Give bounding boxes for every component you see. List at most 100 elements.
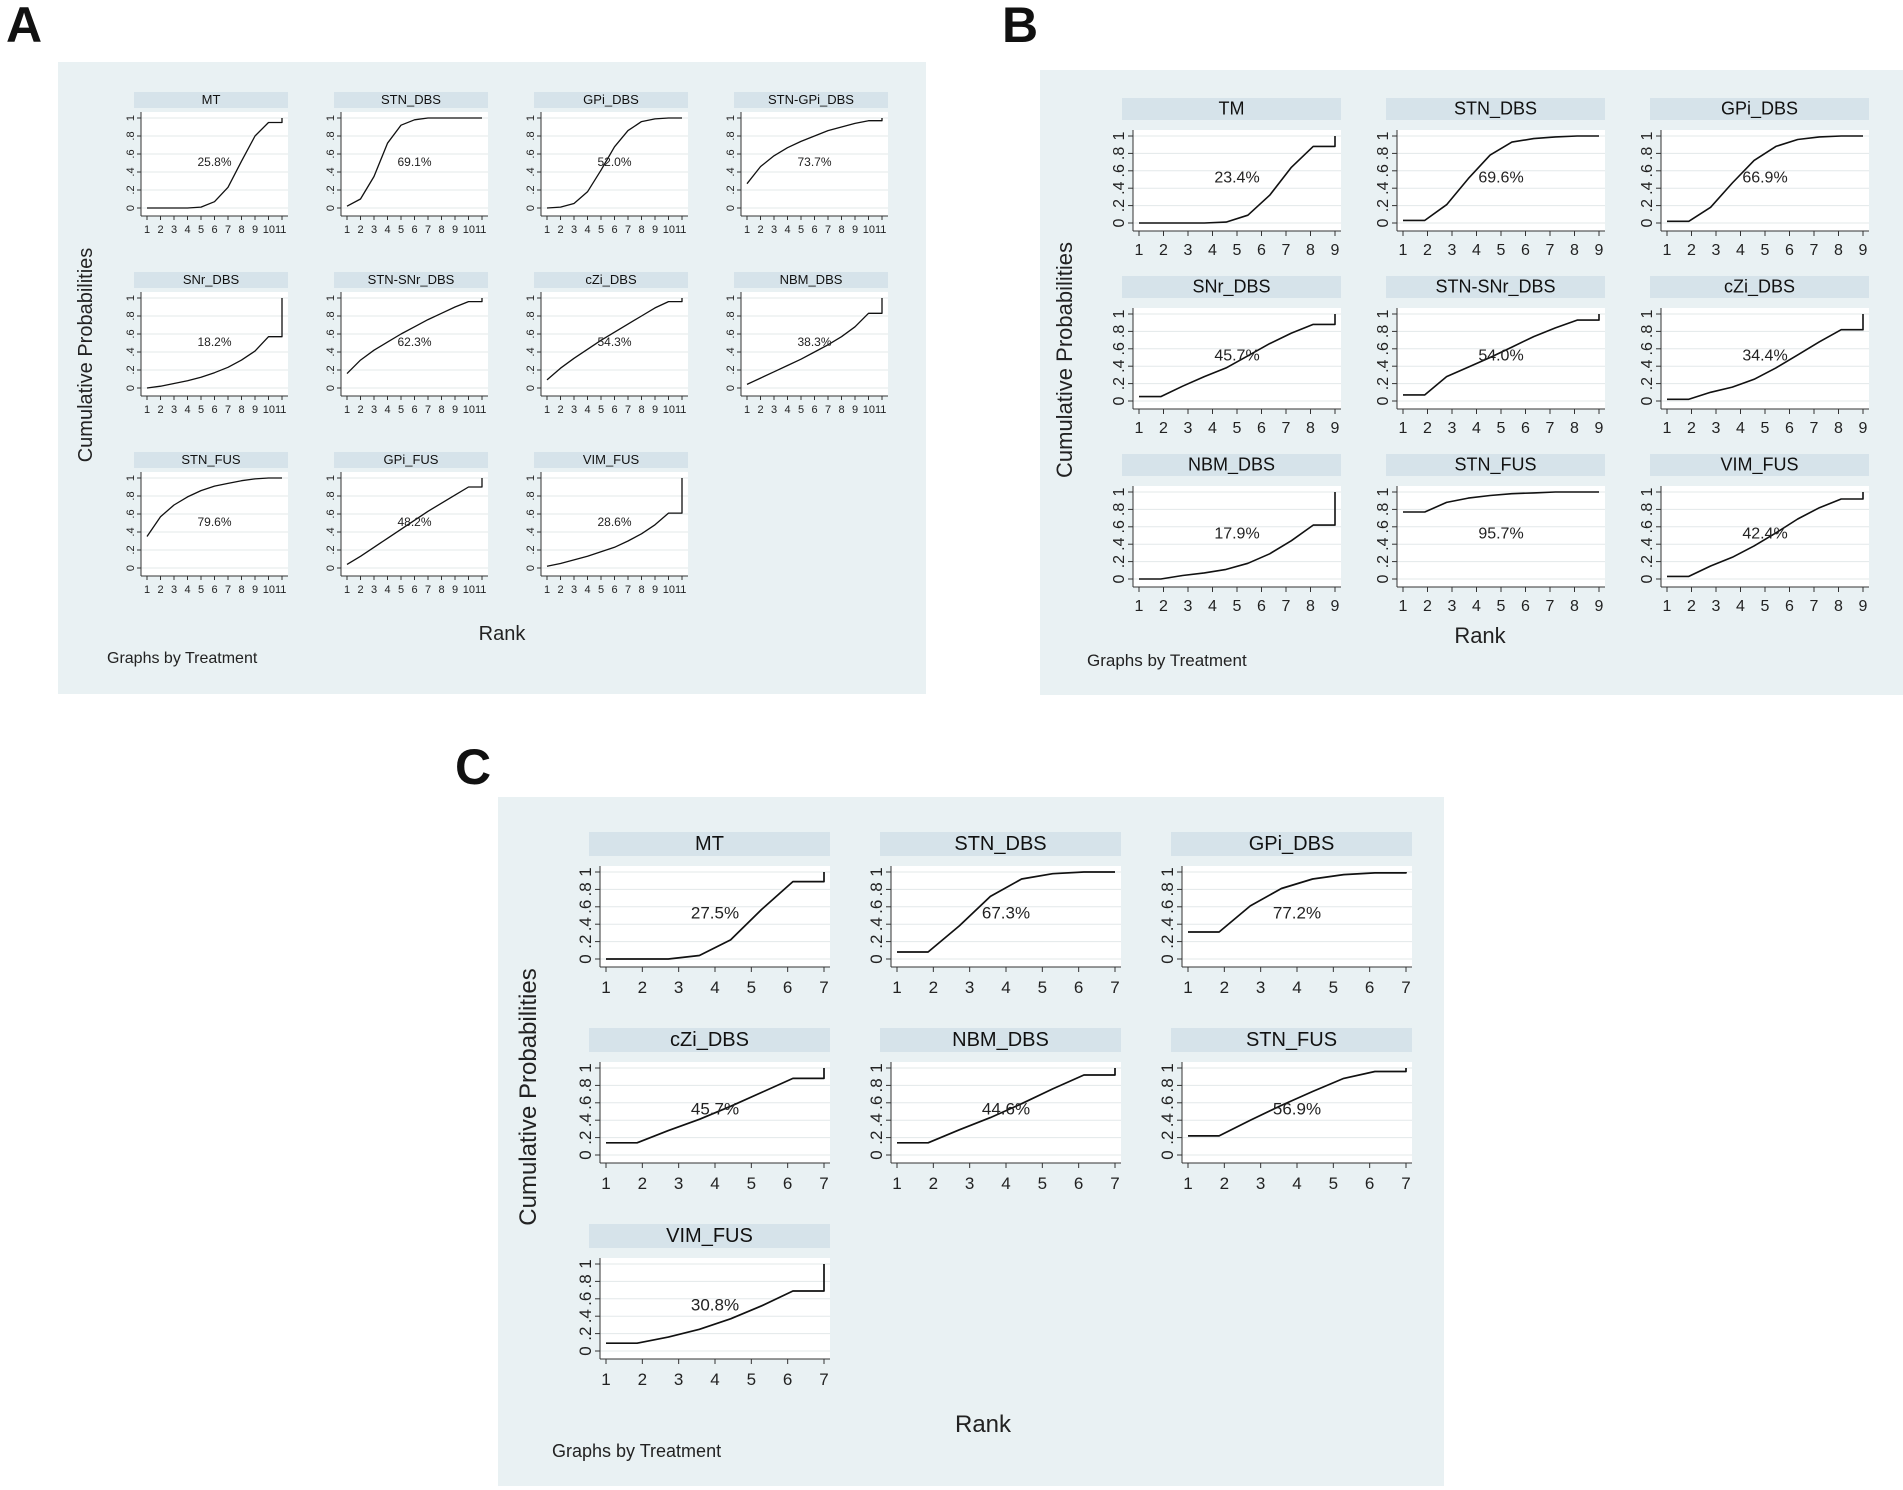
subplot-vim-fus: VIM_FUS 0 .2 .4 .6 .8 1 1 2 3 4 5 6 7 30.8%: [576, 1224, 830, 1389]
x-tick-label: 1011: [663, 404, 687, 416]
x-tick-label: 5: [198, 224, 204, 236]
y-tick-label: .2: [576, 1327, 595, 1341]
sucra-label: 69.6%: [1478, 170, 1523, 187]
x-tick-label: 3: [171, 224, 177, 236]
x-tick-label: 3: [1448, 598, 1457, 615]
x-tick-label: 7: [1401, 978, 1410, 997]
y-tick-label: .6: [576, 1096, 595, 1110]
sucra-label: 69.1%: [397, 155, 431, 169]
series-line: [346, 298, 483, 375]
x-tick-label: 3: [1184, 598, 1193, 615]
y-tick-label: 0: [867, 1150, 886, 1159]
y-tick-label: 0: [325, 205, 337, 211]
sucra-label: 45.7%: [691, 1100, 739, 1119]
y-tick-label: 0: [525, 385, 537, 391]
x-tick-label: 9: [1331, 242, 1340, 259]
y-tick-label: 1: [867, 867, 886, 876]
subplot-header: [1650, 276, 1869, 298]
x-tick-label: 8: [1306, 598, 1315, 615]
y-tick-label: .6: [325, 329, 337, 338]
x-tick-label: 3: [674, 978, 683, 997]
x-tick-label: 9: [452, 404, 458, 416]
y-tick-label: 1: [1639, 131, 1656, 140]
x-tick-label: 5: [198, 404, 204, 416]
series-line: [1403, 314, 1600, 396]
subplot-czi-dbs: cZi_DBS 0 .2 .4 .6 .8 1 1 2 3 4 5 6 7 45.7%: [576, 1028, 830, 1193]
y-tick-label: 0: [125, 205, 137, 211]
y-tick-label: 1: [525, 115, 537, 121]
subplot-title: STN_FUS: [181, 452, 241, 467]
y-tick-label: .8: [576, 1078, 595, 1092]
y-tick-label: .4: [867, 1113, 886, 1127]
x-tick-label: 1: [144, 404, 150, 416]
y-tick-label: .2: [1375, 555, 1392, 568]
y-tick-label: 1: [1111, 487, 1128, 496]
sucra-label: 67.3%: [982, 904, 1030, 923]
subplot-header: [1386, 454, 1605, 476]
x-tick-label: 7: [625, 224, 631, 236]
x-tick-label: 2: [1220, 1174, 1229, 1193]
x-tick-label: 7: [225, 224, 231, 236]
x-tick-label: 6: [1785, 242, 1794, 259]
y-tick-label: .4: [576, 1309, 595, 1323]
sucra-label: 52.0%: [597, 155, 631, 169]
y-tick-label: 1: [867, 1063, 886, 1072]
x-tick-label: 5: [1329, 1174, 1338, 1193]
subplot-stn-dbs: STN_DBS 0 .2 .4 .6 .8 1 1 2 3 4 5 6 7 67.3%: [867, 832, 1121, 997]
x-tick-label: 2: [638, 978, 647, 997]
x-tick-label: 7: [625, 404, 631, 416]
y-tick-label: 0: [725, 205, 737, 211]
x-tick-label: 1: [344, 584, 350, 596]
y-tick-label: 0: [1639, 218, 1656, 227]
x-tick-label: 7: [225, 584, 231, 596]
y-tick-label: 0: [525, 565, 537, 571]
x-tick-label: 1: [892, 978, 901, 997]
x-tick-label: 6: [783, 1370, 792, 1389]
series-line: [1139, 314, 1336, 398]
x-tick-label: 6: [211, 404, 217, 416]
x-tick-label: 4: [1736, 420, 1745, 437]
y-tick-label: 0: [125, 385, 137, 391]
x-tick-label: 6: [1521, 420, 1530, 437]
x-tick-label: 5: [598, 224, 604, 236]
x-tick-label: 3: [674, 1174, 683, 1193]
y-tick-label: 1: [725, 115, 737, 121]
x-tick-label: 4: [1001, 978, 1010, 997]
x-tick-label: 5: [1038, 1174, 1047, 1193]
y-tick-label: .4: [325, 347, 337, 356]
subplot-title: GPi_FUS: [384, 452, 439, 467]
x-tick-label: 2: [1423, 420, 1432, 437]
series-line: [546, 478, 683, 567]
x-tick-label: 6: [611, 404, 617, 416]
subplot-mt: MT 0 .2 .4 .6 .8 1 1 2 3 4 5 6 7 27.5%: [576, 832, 830, 997]
x-tick-label: 8: [238, 404, 244, 416]
x-tick-label: 2: [1687, 598, 1696, 615]
y-tick-label: .6: [725, 329, 737, 338]
x-tick-label: 3: [1712, 598, 1721, 615]
subplot-nbm-dbs: NBM_DBS 0 .2 .4 .6 .8 1 1 2 3 4 5 6 7 44.6%: [867, 1028, 1121, 1193]
subplot-title: NBM_DBS: [780, 272, 843, 287]
sucra-label: 34.4%: [1742, 348, 1787, 365]
y-tick-label: .8: [1375, 503, 1392, 516]
subplot-header: [334, 452, 488, 468]
x-tick-label: 4: [184, 404, 190, 416]
y-tick-label: .2: [1158, 935, 1177, 949]
x-tick-label: 9: [252, 584, 258, 596]
x-tick-label: 8: [1570, 242, 1579, 259]
x-tick-label: 9: [652, 224, 658, 236]
y-tick-label: 1: [525, 475, 537, 481]
x-tick-label: 2: [157, 404, 163, 416]
x-tick-label: 3: [571, 584, 577, 596]
y-tick-label: 1: [125, 115, 137, 121]
y-tick-label: .2: [1158, 1131, 1177, 1145]
series-line: [1403, 135, 1599, 222]
x-tick-label: 1: [1183, 978, 1192, 997]
y-tick-label: .8: [325, 311, 337, 320]
x-tick-label: 6: [211, 584, 217, 596]
x-tick-label: 6: [811, 224, 817, 236]
x-tick-label: 8: [238, 584, 244, 596]
x-tick-label: 4: [184, 584, 190, 596]
x-tick-label: 5: [1038, 978, 1047, 997]
